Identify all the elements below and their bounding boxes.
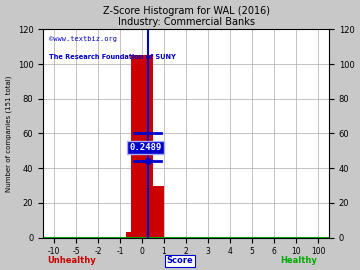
Bar bbox=[153, 185, 164, 238]
Text: Healthy: Healthy bbox=[280, 256, 317, 265]
Y-axis label: Number of companies (151 total): Number of companies (151 total) bbox=[5, 75, 12, 192]
Text: Score: Score bbox=[167, 256, 193, 265]
Bar bbox=[126, 232, 136, 238]
Bar bbox=[131, 55, 153, 238]
Text: ©www.textbiz.org: ©www.textbiz.org bbox=[49, 36, 117, 42]
Title: Z-Score Histogram for WAL (2016)
Industry: Commercial Banks: Z-Score Histogram for WAL (2016) Industr… bbox=[103, 6, 270, 27]
Text: Unhealthy: Unhealthy bbox=[47, 256, 95, 265]
Text: 0.2489: 0.2489 bbox=[129, 143, 161, 152]
Text: The Research Foundation of SUNY: The Research Foundation of SUNY bbox=[49, 54, 176, 60]
